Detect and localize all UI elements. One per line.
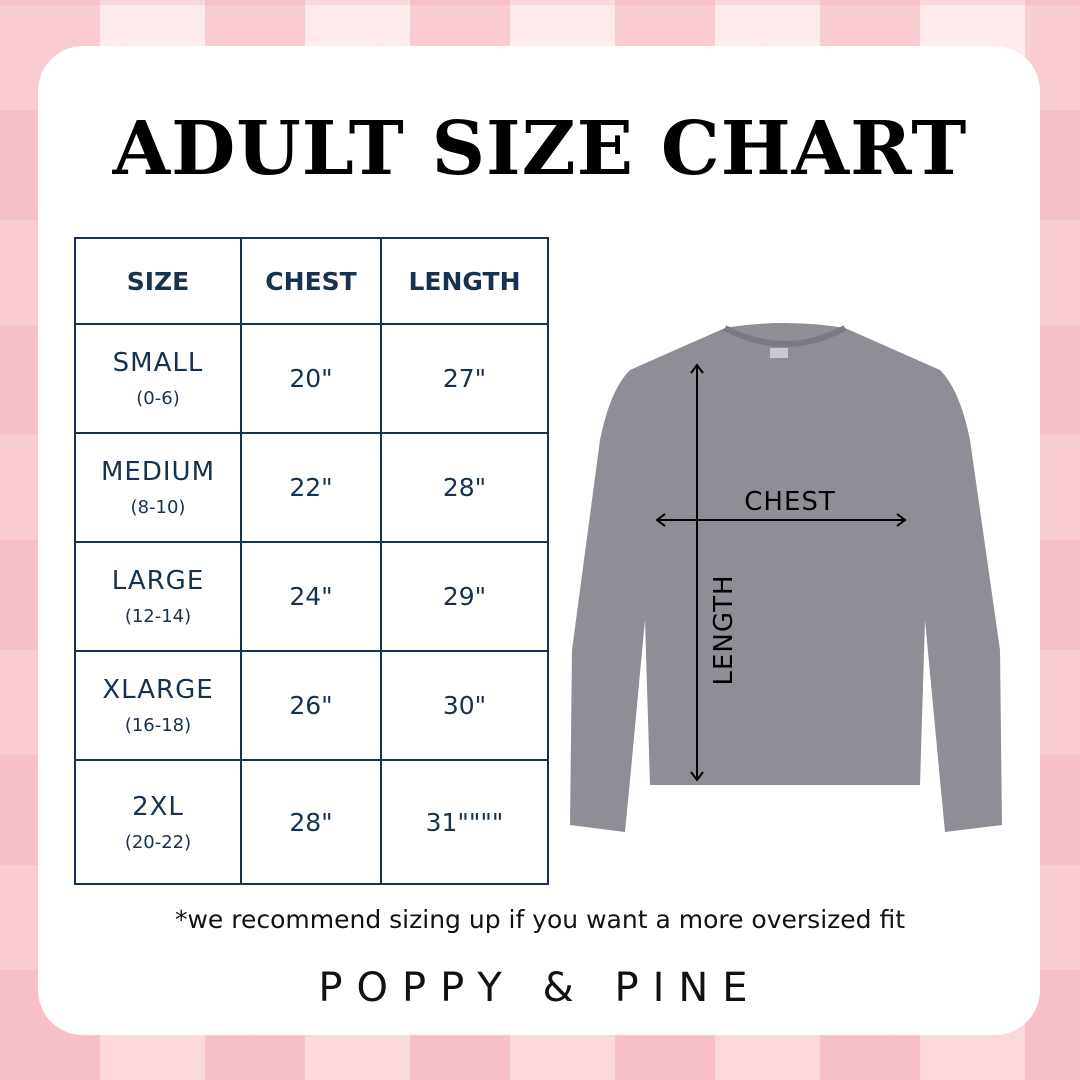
table-row: XLARGE (16-18) 26" 30" (74, 650, 549, 761)
size-name: SMALL (112, 348, 204, 378)
size-name: XLARGE (102, 675, 214, 705)
length-value: 30" (380, 650, 549, 761)
table-row: 2XL (20-22) 28" 31"""" (74, 759, 549, 885)
size-range: (8-10) (130, 497, 186, 518)
sweatshirt-image (570, 323, 1002, 832)
table-row: MEDIUM (8-10) 22" 28" (74, 432, 549, 543)
size-name: MEDIUM (100, 457, 215, 487)
header-chest: CHEST (240, 237, 382, 325)
chest-arrow (655, 513, 907, 527)
header-length: LENGTH (380, 237, 549, 325)
table-row: SMALL (0-6) 20" 27" (74, 323, 549, 434)
length-value: 27" (380, 323, 549, 434)
table-row: LARGE (12-14) 24" 29" (74, 541, 549, 652)
length-label: LENGTH (709, 574, 739, 685)
size-range: (16-18) (124, 715, 192, 736)
page-title: ADULT SIZE CHART (112, 106, 968, 192)
length-value: 28" (380, 432, 549, 543)
chest-value: 28" (240, 759, 382, 885)
size-range: (12-14) (124, 606, 192, 627)
size-name: LARGE (111, 566, 205, 596)
brand-name: POPPY & PINE (318, 965, 762, 1011)
size-name: 2XL (132, 791, 184, 822)
size-range: (20-22) (124, 831, 192, 853)
chest-label: CHEST (744, 487, 836, 517)
table-header: SIZE CHEST LENGTH (74, 237, 549, 325)
size-table: SIZE CHEST LENGTH SMALL (0-6) 20" 27" MED… (74, 237, 549, 885)
length-arrow (690, 363, 704, 782)
chest-value: 22" (240, 432, 382, 543)
length-value: 31"""" (380, 759, 549, 885)
chest-value: 20" (240, 323, 382, 434)
chest-value: 24" (240, 541, 382, 652)
sweatshirt-diagram: CHEST LENGTH (570, 323, 1002, 832)
header-size: SIZE (74, 237, 242, 325)
sizing-note: *we recommend sizing up if you want a mo… (174, 905, 906, 934)
length-value: 29" (380, 541, 549, 652)
chest-value: 26" (240, 650, 382, 761)
size-range: (0-6) (136, 388, 180, 409)
